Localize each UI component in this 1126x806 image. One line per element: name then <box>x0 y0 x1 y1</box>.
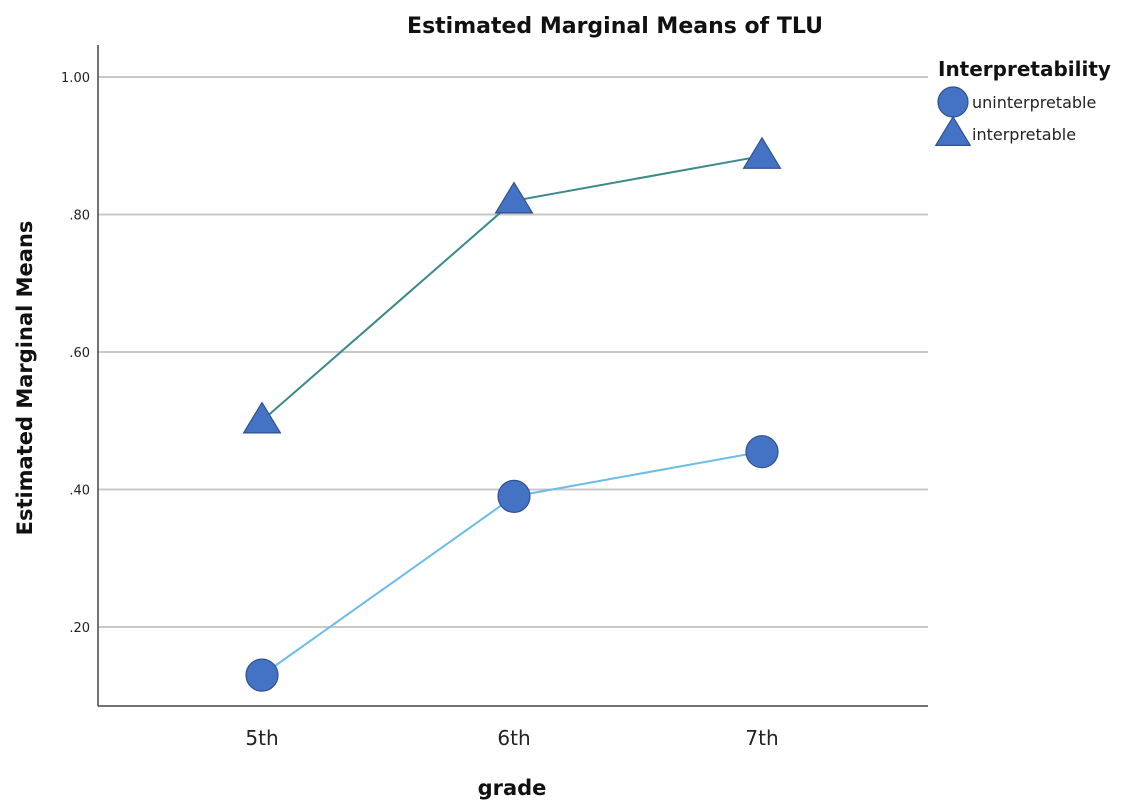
legend: Interpretability uninterpretable interpre… <box>934 57 1111 146</box>
data-point-triangle <box>742 136 782 169</box>
legend-item: interpretable <box>934 115 1076 146</box>
axes <box>97 45 928 707</box>
data-point-triangle <box>934 115 972 146</box>
legend-label: uninterpretable <box>972 93 1096 112</box>
series-uninterpretable <box>245 435 779 692</box>
y-tick-label: .20 <box>69 621 90 636</box>
x-tick-label: 7th <box>745 726 778 750</box>
data-point-circle <box>745 435 779 469</box>
x-tick-label: 6th <box>497 726 530 750</box>
y-axis-title: Estimated Marginal Means <box>13 221 37 536</box>
x-tick-labels: 5th 6th 7th <box>245 726 778 750</box>
data-point-triangle <box>494 181 534 214</box>
data-point-circle <box>937 86 969 118</box>
chart-title: Estimated Marginal Means of TLU <box>407 14 823 39</box>
legend-item: uninterpretable <box>937 86 1096 118</box>
y-tick-label: .60 <box>69 346 90 361</box>
y-tick-label: .80 <box>69 209 90 224</box>
y-tick-label: .40 <box>69 484 90 499</box>
gridlines <box>98 76 928 628</box>
legend-title: Interpretability <box>938 57 1111 81</box>
series-interpretable <box>242 136 782 434</box>
data-point-triangle <box>242 401 282 434</box>
y-tick-labels: .20 .40 .60 .80 1.00 <box>61 71 90 636</box>
x-tick-label: 5th <box>245 726 278 750</box>
data-point-circle <box>245 658 279 692</box>
x-axis-title: grade <box>478 776 547 800</box>
y-tick-label: 1.00 <box>61 71 90 86</box>
data-point-circle <box>497 479 531 513</box>
legend-label: interpretable <box>972 125 1076 144</box>
series <box>242 136 782 692</box>
